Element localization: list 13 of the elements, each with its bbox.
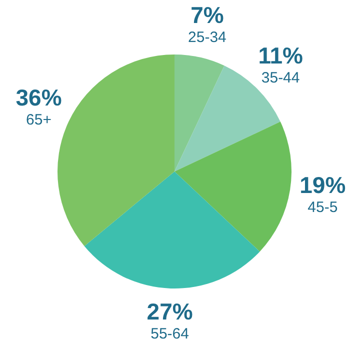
pie-slice xyxy=(174,122,292,252)
slice-label: 45-5 xyxy=(308,198,338,216)
pie-slice xyxy=(174,54,224,172)
data-label: 7% xyxy=(190,2,224,28)
slice-label: 55-64 xyxy=(150,325,189,342)
data-label: 36% xyxy=(16,84,62,111)
slice-label: 65+ xyxy=(26,112,52,129)
pie-slice xyxy=(84,172,260,288)
data-label: 27% xyxy=(146,298,193,324)
data-label: 19% xyxy=(300,172,346,198)
slice-label: 25-34 xyxy=(188,29,226,46)
data-label: 11% xyxy=(258,42,303,68)
slice-label: 35-44 xyxy=(261,69,300,86)
